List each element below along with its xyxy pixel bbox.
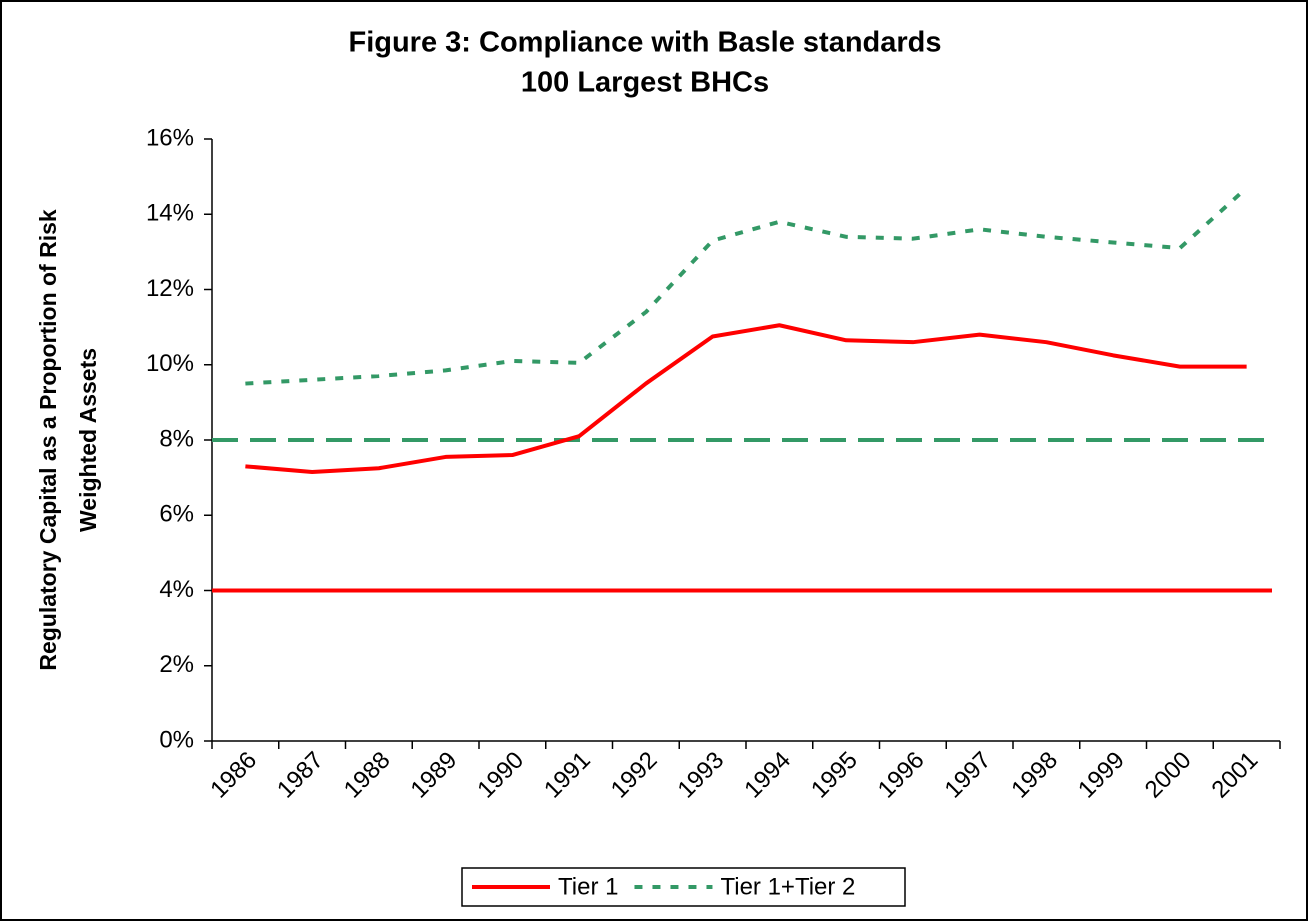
legend-label: Tier 1+Tier 2 bbox=[720, 873, 855, 900]
y-axis-title: Regulatory Capital as a Proportion of Ri… bbox=[35, 209, 61, 671]
y-tick-label: 0% bbox=[159, 726, 194, 753]
series-line bbox=[245, 323, 1247, 474]
y-axis-title: Weighted Assets bbox=[75, 348, 101, 532]
series-line bbox=[245, 186, 1248, 386]
y-tick-label: 14% bbox=[146, 200, 194, 227]
chart-title: 100 Largest BHCs bbox=[521, 67, 769, 99]
y-tick-label: 12% bbox=[146, 275, 194, 302]
y-tick-label: 8% bbox=[159, 425, 194, 452]
legend-label: Tier 1 bbox=[558, 873, 618, 900]
y-tick-label: 16% bbox=[146, 124, 194, 151]
chart-title: Figure 3: Compliance with Basle standard… bbox=[348, 27, 941, 59]
y-tick-label: 2% bbox=[159, 651, 194, 678]
y-tick-label: 6% bbox=[159, 501, 194, 528]
y-tick-label: 10% bbox=[146, 350, 194, 377]
y-tick-label: 4% bbox=[159, 576, 194, 603]
